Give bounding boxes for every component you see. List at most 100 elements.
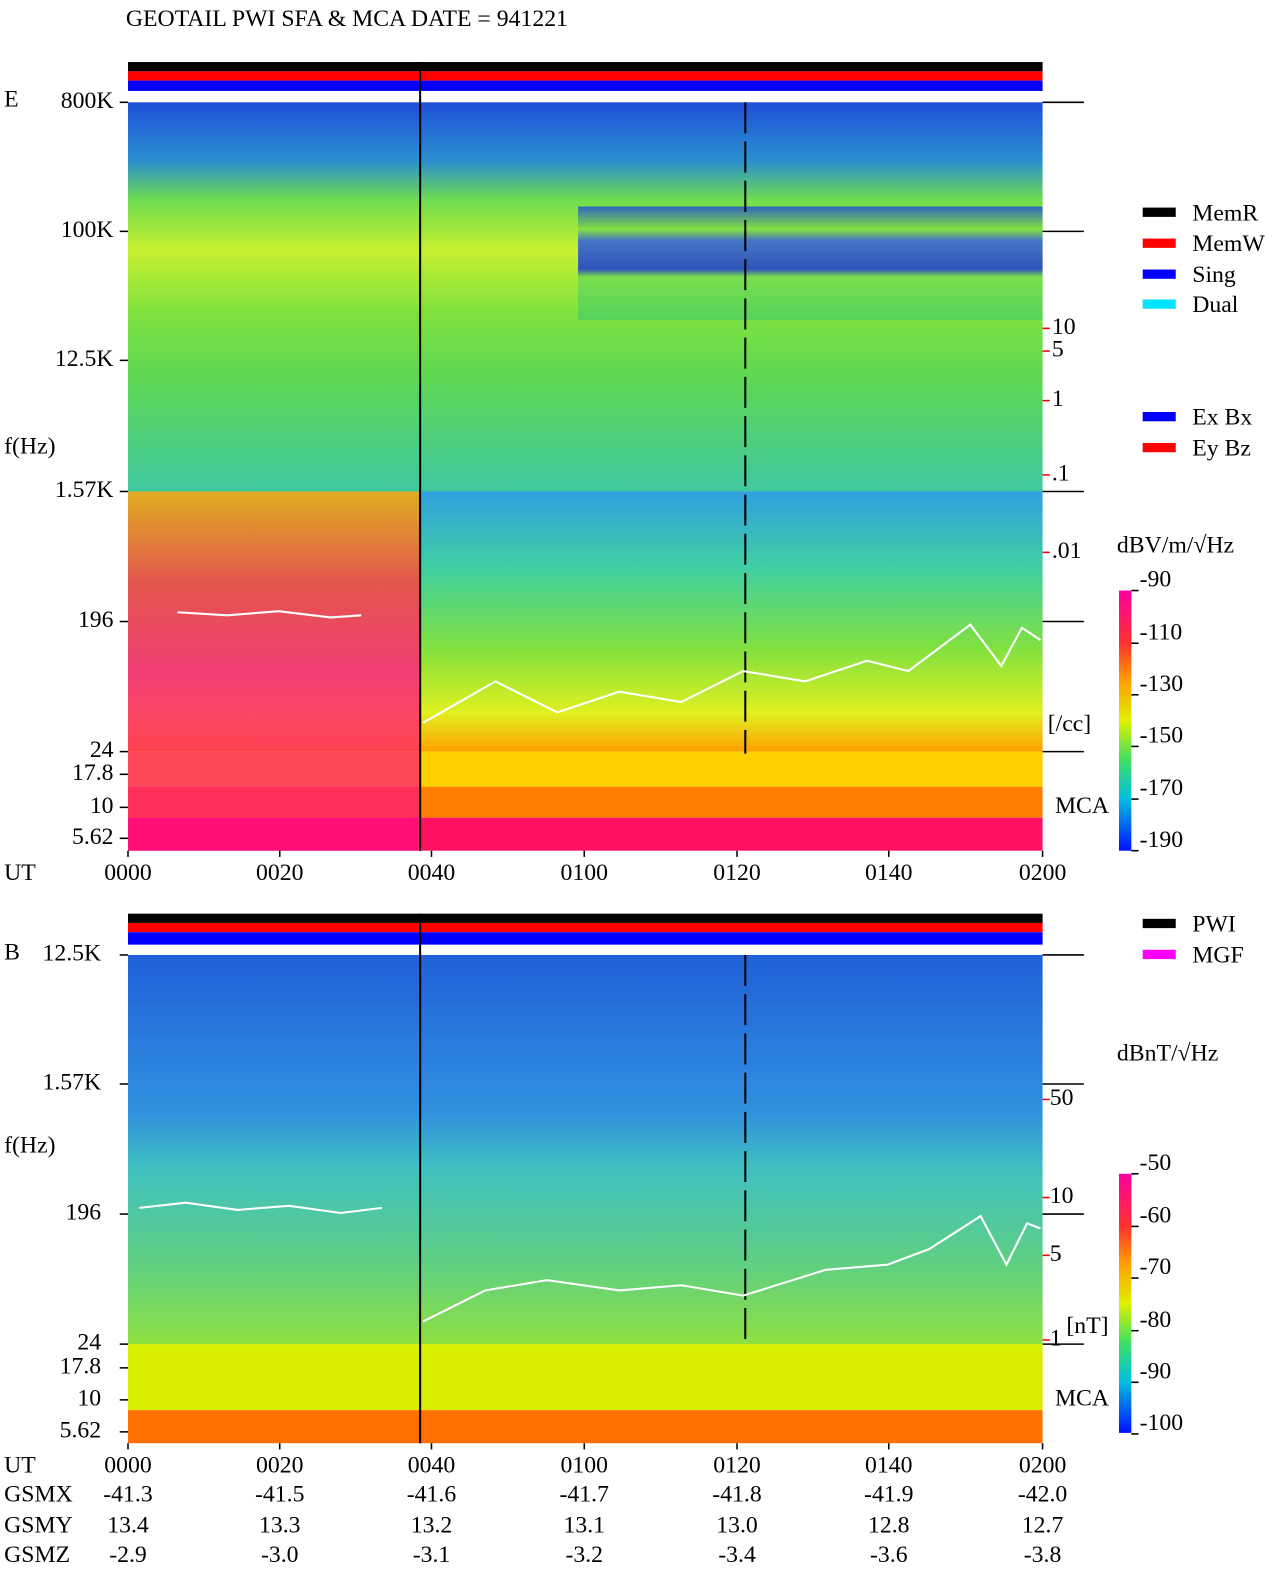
orbit-value: -41.9 [864,1481,913,1507]
axis-label: f(Hz) [4,434,55,460]
orbit-value: -41.3 [103,1481,152,1507]
freq-tick-label: 5.62 [60,1417,102,1443]
legend-label: MemR [1192,200,1258,226]
orbit-value: -41.6 [407,1481,457,1507]
mca-label: MCA [1055,1385,1109,1411]
freq-tick-label: 17.8 [72,760,114,786]
orbit-value: 12.7 [1022,1512,1064,1538]
orbit-value: -3.0 [261,1542,299,1568]
colorbar-tick-label: -170 [1140,775,1184,801]
density-tick-label: 5 [1052,337,1064,363]
field-unit: [nT] [1066,1313,1108,1339]
freq-tick-label: 196 [78,607,114,633]
orbit-value: 13.2 [411,1512,453,1538]
freq-tick-label: 100K [61,217,114,243]
density-tick-label: .01 [1052,538,1082,564]
density-tick-label: 1 [1052,386,1064,412]
time-tick-label: 0120 [713,1452,760,1478]
field-tick-label: 1 [1050,1325,1062,1351]
colorbar-tick-label: -90 [1140,567,1172,593]
field-tick-label: 5 [1050,1241,1062,1267]
orbit-value: -3.6 [870,1542,908,1568]
colorbar-unit: dBV/m/√Hz [1117,533,1234,559]
axis-label: f(Hz) [4,1132,55,1158]
colorbar-tick-label: -80 [1140,1307,1172,1333]
legend-swatch [1142,918,1176,929]
orbit-label: GSMZ [4,1542,70,1568]
freq-tick-label: 196 [66,1200,102,1226]
orbit-label: GSMY [4,1512,73,1538]
orbit-value: -3.1 [413,1542,451,1568]
colorbar-unit: dBnT/√Hz [1117,1041,1218,1067]
field-tick-label: 50 [1050,1085,1074,1111]
legend-label: Ex Bx [1192,405,1252,431]
panel-label: B [4,939,20,965]
freq-tick-label: 800K [61,88,114,114]
legend-label: PWI [1192,912,1236,938]
freq-tick-label: 24 [77,1330,101,1356]
legend-swatch [1142,269,1176,279]
orbit-value: 13.1 [563,1512,605,1538]
orbit-value: -2.9 [109,1542,147,1568]
time-tick-label: 0140 [865,1452,912,1478]
legend-label: Dual [1192,292,1239,318]
orbit-value: 13.3 [259,1512,301,1538]
legend-label: MGF [1192,942,1243,968]
density-tick-label: 10 [1052,314,1076,340]
orbit-label: GSMX [4,1481,73,1507]
time-tick-label: 0020 [256,860,303,886]
orbit-value: 12.8 [868,1512,910,1538]
orbit-value: -3.4 [718,1542,756,1568]
orbit-value: -42.0 [1018,1481,1067,1507]
freq-tick-label: 1.57K [55,477,114,503]
panel-label: E [4,87,19,113]
colorbar-tick-label: -150 [1140,723,1184,749]
spectrograms [128,62,1132,1444]
mca-label: MCA [1055,793,1109,819]
axis-label: UT [4,1452,36,1478]
axis-label: UT [4,860,36,886]
legend-label: Ey Bz [1192,436,1251,462]
colorbar-tick-label: -50 [1140,1150,1172,1176]
colorbar-tick-label: -110 [1140,619,1183,645]
freq-tick-label: 5.62 [72,824,114,850]
orbit-value: 13.4 [107,1512,149,1538]
time-tick-label: 0200 [1019,1452,1066,1478]
freq-tick-label: 1.57K [42,1069,101,1095]
legend-swatch [1142,299,1176,309]
legend-swatch [1142,442,1176,453]
freq-tick-label: 10 [77,1385,101,1411]
freq-tick-label: 10 [90,793,114,819]
legend-label: Sing [1192,262,1236,288]
freq-tick-label: 17.8 [60,1353,102,1379]
time-tick-label: 0200 [1019,860,1066,886]
orbit-value: 13.0 [716,1512,758,1538]
legend-swatch [1142,949,1176,960]
time-tick-label: 0140 [865,860,912,886]
colorbar-tick-label: -70 [1140,1254,1172,1280]
colorbar-tick-label: -190 [1140,827,1184,853]
density-unit: [/cc] [1048,711,1091,737]
colorbar-tick-label: -100 [1140,1410,1184,1436]
orbit-value: -41.7 [560,1481,610,1507]
time-tick-label: 0020 [256,1452,303,1478]
time-tick-label: 0120 [713,860,760,886]
colorbar-tick-label: -130 [1140,671,1184,697]
freq-tick-label: 12.5K [55,346,114,372]
orbit-value: -41.5 [255,1481,304,1507]
title: GEOTAIL PWI SFA & MCA DATE = 941221 [126,6,568,32]
legend-label: MemW [1192,231,1265,257]
time-tick-label: 0000 [104,1452,151,1478]
colorbar-tick-label: -60 [1140,1203,1172,1229]
orbit-value: -3.8 [1024,1542,1062,1568]
time-tick-label: 0000 [104,860,151,886]
legend-swatch [1142,238,1176,248]
field-tick-label: 10 [1050,1183,1074,1209]
time-tick-label: 0100 [561,860,608,886]
freq-tick-label: 24 [90,737,114,763]
time-tick-label: 0040 [408,860,455,886]
time-tick-label: 0040 [408,1452,455,1478]
orbit-value: -41.8 [712,1481,761,1507]
orbit-value: -3.2 [565,1542,603,1568]
